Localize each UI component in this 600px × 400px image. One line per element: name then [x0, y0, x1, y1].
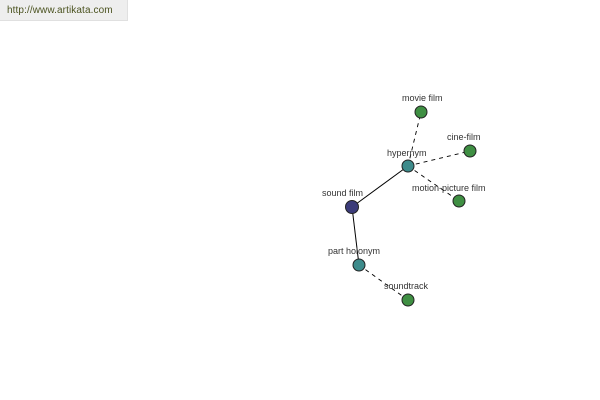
graph-node-cine-film[interactable] — [463, 144, 477, 158]
graph-edge-hypernym-to-cine-film — [407, 150, 471, 167]
graph-node-movie-film[interactable] — [414, 105, 428, 119]
graph-node-label-sound-film: sound film — [322, 188, 363, 198]
semantic-graph[interactable]: sound film hypernym part holonym movie film… — [0, 21, 600, 400]
graph-canvas[interactable]: sound film hypernym part holonym movie film… — [0, 21, 600, 400]
graph-node-label-soundtrack: soundtrack — [384, 281, 429, 291]
url-bar[interactable]: http://www.artikata.com — [0, 0, 128, 21]
graph-node-motion-picture-film[interactable] — [452, 194, 466, 208]
graph-edge-part-holonym-to-soundtrack — [358, 264, 409, 301]
graph-node-soundtrack[interactable] — [401, 293, 415, 307]
graph-node-label-movie-film: movie film — [402, 93, 443, 103]
graph-node-hypernym[interactable] — [401, 159, 415, 173]
url-bar-text: http://www.artikata.com — [7, 4, 113, 16]
graph-edge-hypernym-to-movie-film — [407, 111, 422, 167]
graph-edge-sound-film-to-hypernym — [351, 165, 409, 208]
graph-node-label-cine-film: cine-film — [447, 132, 481, 142]
graph-node-layer — [345, 105, 477, 307]
graph-node-label-motion-picture-film: motion-picture film — [412, 183, 486, 193]
graph-label-layer: sound film hypernym part holonym movie film… — [322, 93, 486, 291]
graph-edge-layer — [351, 111, 471, 301]
graph-node-sound-film[interactable] — [345, 200, 359, 214]
graph-edge-sound-film-to-part-holonym — [351, 206, 360, 266]
graph-node-part-holonym[interactable] — [352, 258, 366, 272]
graph-node-label-part-holonym: part holonym — [328, 246, 380, 256]
graph-edge-hypernym-to-motion-picture-film — [407, 165, 460, 202]
graph-node-label-hypernym: hypernym — [387, 148, 427, 158]
